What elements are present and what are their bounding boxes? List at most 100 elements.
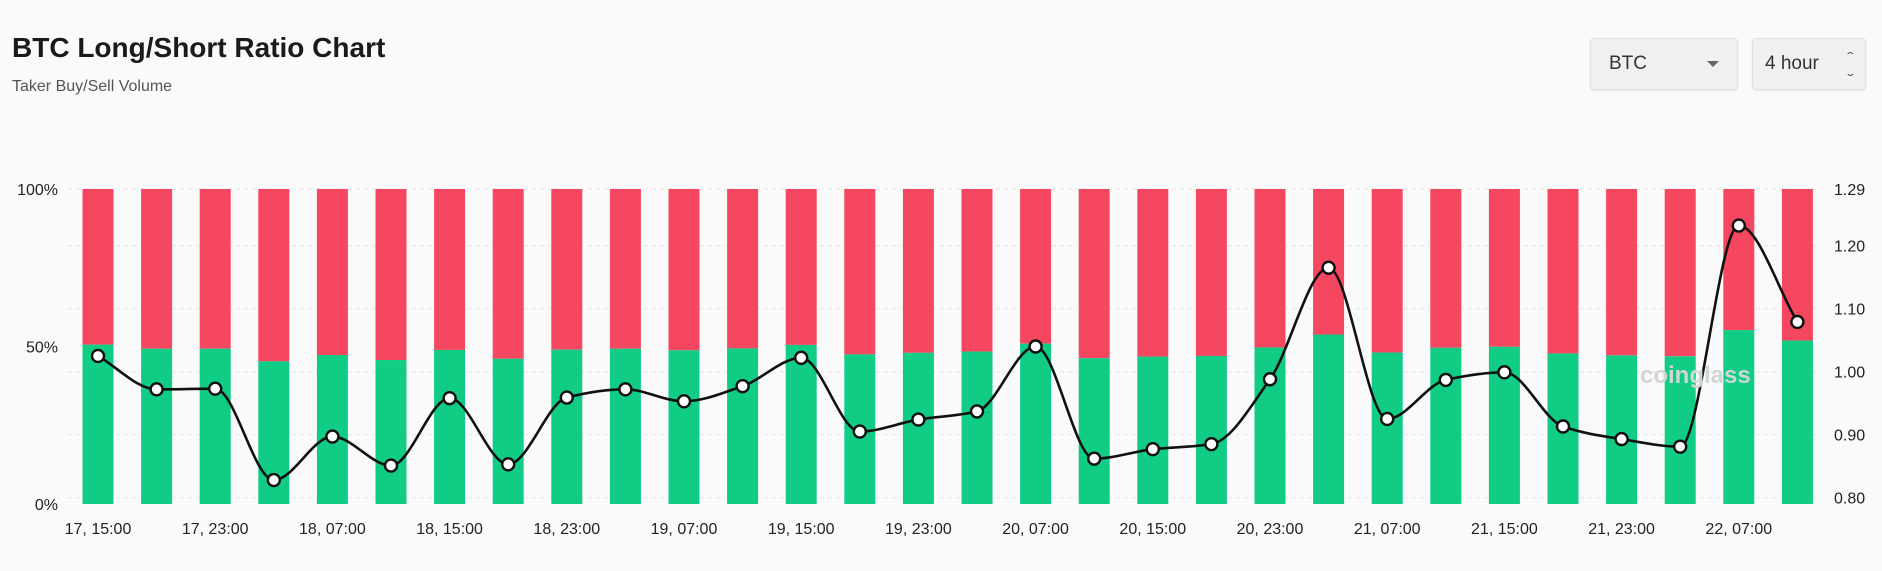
ratio-point [442,390,457,406]
short-bar [1664,189,1696,357]
short-bar [199,189,231,349]
interval-select-value: 4 hour [1765,53,1819,74]
right-axis-tick-label: 1.00 [1834,365,1865,382]
left-axis-tick-label: 100% [17,182,58,199]
ratio-point [1379,411,1395,427]
ratio-line-layer [90,218,1805,488]
ratio-point [1614,431,1629,447]
x-axis-tick-label: 19, 07:00 [651,521,718,538]
ratio-point [1028,339,1043,354]
ratio-point [559,390,574,405]
left-axis-tick-label: 50% [26,340,58,357]
long-bar [199,348,231,504]
ratio-point [1672,439,1688,454]
x-axis-tick-label: 19, 23:00 [885,521,952,538]
right-axis-tick-label: 1.20 [1834,239,1865,256]
x-axis-tick-label: 20, 07:00 [1002,521,1069,538]
coin-select[interactable]: BTC [1590,38,1738,90]
x-axis-tick-label: 17, 15:00 [65,521,132,538]
ratio-point [852,424,867,439]
long-bar [1723,330,1755,504]
short-bar [375,189,407,361]
ratio-point [1438,372,1454,388]
x-axis-tick-label: 20, 15:00 [1119,521,1186,538]
x-axis-tick-label: 18, 23:00 [533,521,600,538]
long-bar [1254,347,1286,504]
right-axis-tick-label: 0.80 [1834,491,1865,508]
short-bar [1488,189,1520,347]
ratio-point [911,412,926,427]
long-bar [1195,355,1227,504]
caret-down-icon [1707,61,1719,67]
short-bar [551,189,583,350]
short-bar [1371,189,1403,353]
ratio-point [969,404,985,419]
chart-title: BTC Long/Short Ratio Chart [12,32,386,63]
long-bar [609,348,641,504]
x-axis-tick-label: 22, 07:00 [1705,521,1772,538]
x-axis-tick-label: 20, 23:00 [1237,521,1304,538]
long-bar [668,350,700,504]
ratio-point [1321,260,1336,275]
short-bar [1195,189,1227,356]
short-bar [492,189,524,359]
long-bar [434,349,466,504]
short-bar [316,189,348,356]
long-bar [1606,355,1638,504]
short-bar [902,189,934,353]
right-axis-tick-label: 0.90 [1834,428,1865,445]
short-bar [1020,189,1052,344]
long-bar [727,348,759,504]
chart-subtitle: Taker Buy/Sell Volume [12,78,173,95]
short-bar [141,189,173,349]
right-axis-tick-label: 1.29 [1834,182,1865,199]
left-axis-tick-label: 0% [35,497,58,514]
ratio-point [383,458,399,473]
ratio-point [1790,314,1805,330]
short-bar [1547,189,1579,354]
axes: 0% 50% 100% 0.80 0.90 1.00 1.10 1.20 1.29 17, 15:… [17,182,1865,538]
long-bar [375,360,407,504]
short-bar [1606,189,1638,356]
short-bar [1430,189,1462,348]
coin-select-value: BTC [1609,53,1647,74]
x-axis-tick-label: 19, 15:00 [768,521,835,538]
x-axis-tick-label: 17, 23:00 [182,521,249,538]
ratio-point [1204,436,1219,452]
short-bar [82,189,114,345]
x-axis-tick-label: 21, 23:00 [1588,521,1655,538]
ratio-point [1497,365,1512,380]
ratio-line [97,224,1799,482]
ratio-point [735,378,750,394]
ratio-point [266,472,281,488]
long-bar [961,351,993,504]
ratio-point [1262,372,1278,387]
ratio-point [1731,218,1747,233]
short-bar [961,189,993,352]
long-bar [492,358,524,504]
long-bar [82,344,114,504]
ratio-point [501,457,516,472]
long-bar [1020,343,1052,504]
short-bar [434,189,466,350]
short-bar [785,189,817,345]
long-bar [551,349,583,504]
long-bar [141,348,173,504]
ratio-point [794,350,809,366]
short-bar [258,189,290,362]
watermark: coinglass [1640,362,1751,389]
long-bar [1371,352,1403,504]
long-bar [1078,358,1110,504]
ratio-point [90,348,106,364]
short-bar [1137,189,1169,357]
short-bar [609,189,641,349]
short-bar [668,189,700,351]
ratio-point [618,382,633,397]
x-axis-tick-label: 18, 07:00 [299,521,366,538]
short-bar [1254,189,1286,348]
ratio-point [676,394,692,409]
long-bar [902,352,934,504]
long-bar [1430,347,1462,504]
